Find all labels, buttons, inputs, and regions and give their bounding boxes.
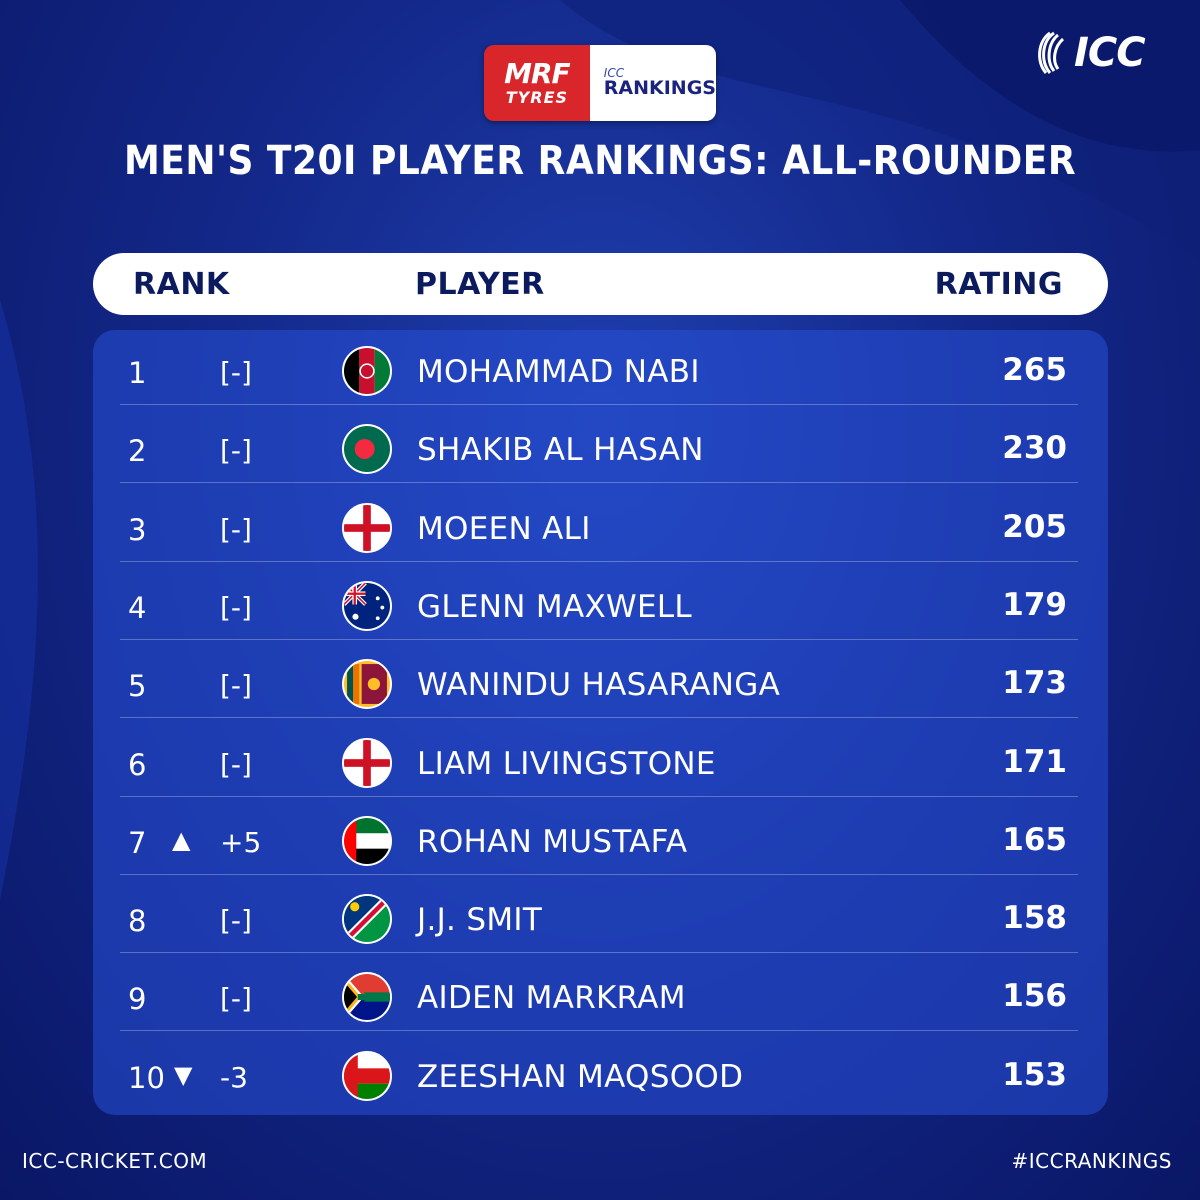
player-name: GLENN MAXWELL — [417, 588, 692, 625]
australia-flag-icon — [342, 580, 392, 631]
sri-lanka-flag-icon — [342, 659, 392, 710]
rank-movement: [-] — [220, 747, 252, 781]
down-arrow-icon: ▼ — [174, 1060, 193, 1089]
rank-number: 8 — [128, 904, 147, 939]
south-africa-flag-icon — [342, 972, 392, 1023]
table-row: 3 [-] MOEEN ALI 205 — [110, 491, 1085, 569]
player-rating: 156 — [1002, 978, 1067, 1015]
row-divider — [120, 404, 1078, 405]
bangladesh-flag-icon — [342, 424, 392, 475]
rank-movement: [-] — [220, 904, 252, 938]
player-rating: 205 — [1002, 508, 1067, 545]
rank-number: 3 — [128, 512, 147, 547]
player-rating: 158 — [1002, 900, 1067, 937]
player-name: ZEESHAN MAQSOOD — [417, 1058, 744, 1095]
row-divider — [120, 1030, 1078, 1032]
table-row: 5 [-] WANINDU HASARANGA 173 — [110, 647, 1085, 725]
header-rank: RANK — [133, 267, 230, 302]
rank-movement: -3 — [220, 1060, 248, 1094]
player-name: J.J. SMIT — [417, 902, 543, 939]
rank-movement: [-] — [220, 590, 252, 624]
footer-website: ICC-CRICKET.COM — [22, 1149, 208, 1173]
player-name: AIDEN MARKRAM — [417, 980, 686, 1017]
player-name: SHAKIB AL HASAN — [417, 432, 704, 469]
player-name: MOEEN ALI — [417, 510, 591, 547]
table-row: 7 ▲ +5 ROHAN MUSTAFA 165 — [110, 804, 1085, 882]
rank-movement: +5 — [220, 825, 262, 859]
rank-number: 6 — [128, 747, 147, 782]
rankings-label: RANKINGS — [603, 77, 716, 100]
table-row: 8 [-] J.J. SMIT 158 — [110, 882, 1085, 960]
rank-movement: [-] — [220, 982, 252, 1016]
england-flag-icon — [342, 737, 392, 788]
icc-small-label: ICC — [603, 65, 625, 80]
icc-logo: ICC — [1032, 30, 1146, 76]
rank-number: 5 — [128, 669, 147, 704]
row-divider — [120, 795, 1078, 797]
afghanistan-flag-icon — [342, 346, 392, 396]
row-divider — [120, 873, 1078, 875]
table-row: 1 [-] MOHAMMAD NABI 265 — [110, 334, 1085, 412]
rank-number: 1 — [128, 356, 147, 390]
uae-flag-icon — [342, 815, 392, 866]
mrf-icc-rankings-logo: MRF TYRES ICC RANKINGS — [484, 45, 716, 121]
row-divider — [120, 717, 1078, 719]
mrf-wordmark: MRF — [504, 57, 571, 90]
table-row: 9 [-] AIDEN MARKRAM 156 — [110, 960, 1085, 1038]
table-row: 2 [-] SHAKIB AL HASAN 230 — [110, 412, 1085, 490]
footer-hashtag: #ICCRANKINGS — [1011, 1149, 1172, 1173]
row-divider — [120, 560, 1078, 562]
header-player: PLAYER — [415, 267, 545, 302]
table-row: 4 [-] GLENN MAXWELL 179 — [110, 569, 1085, 647]
rank-number: 2 — [128, 434, 147, 469]
player-rating: 179 — [1002, 586, 1067, 623]
table-row: 10 ▼ -3 ZEESHAN MAQSOOD 153 — [110, 1039, 1085, 1117]
player-rating: 173 — [1002, 665, 1067, 702]
header-rating: RATING — [934, 267, 1063, 302]
player-name: ROHAN MUSTAFA — [417, 823, 688, 860]
player-rating: 165 — [1002, 821, 1067, 858]
table-row: 6 [-] LIAM LIVINGSTONE 171 — [110, 726, 1085, 804]
player-rating: 153 — [1002, 1056, 1067, 1093]
player-rating: 230 — [1002, 430, 1067, 467]
icc-wordmark: ICC — [1074, 30, 1146, 76]
oman-flag-icon — [342, 1050, 392, 1101]
rank-number: 10 — [128, 1060, 165, 1095]
row-divider — [120, 952, 1078, 954]
rank-number: 7 — [128, 825, 147, 860]
player-name: LIAM LIVINGSTONE — [417, 745, 716, 782]
namibia-flag-icon — [342, 894, 392, 945]
icc-emblem-icon — [1038, 31, 1065, 74]
icc-rankings-badge: ICC RANKINGS — [589, 45, 716, 121]
up-arrow-icon: ▲ — [172, 825, 191, 854]
player-rating: 265 — [1002, 352, 1067, 388]
england-flag-icon — [342, 502, 392, 553]
rank-movement: [-] — [220, 356, 252, 389]
table-header: RANK PLAYER RATING — [93, 253, 1108, 315]
rank-movement: [-] — [220, 512, 252, 546]
rank-number: 4 — [128, 590, 147, 625]
tyres-wordmark: TYRES — [505, 88, 569, 107]
rank-movement: [-] — [220, 434, 252, 468]
rankings-table-panel — [93, 330, 1108, 1115]
player-rating: 171 — [1002, 743, 1067, 780]
player-name: WANINDU HASARANGA — [417, 667, 781, 704]
row-divider — [120, 482, 1078, 484]
rank-movement: [-] — [220, 669, 252, 703]
rank-number: 9 — [128, 982, 147, 1017]
player-name: MOHAMMAD NABI — [417, 354, 700, 390]
mrf-tyres-logo: MRF TYRES — [484, 45, 590, 121]
page-title: MEN'S T20I PLAYER RANKINGS: ALL-ROUNDER — [123, 138, 1077, 184]
row-divider — [120, 638, 1078, 640]
